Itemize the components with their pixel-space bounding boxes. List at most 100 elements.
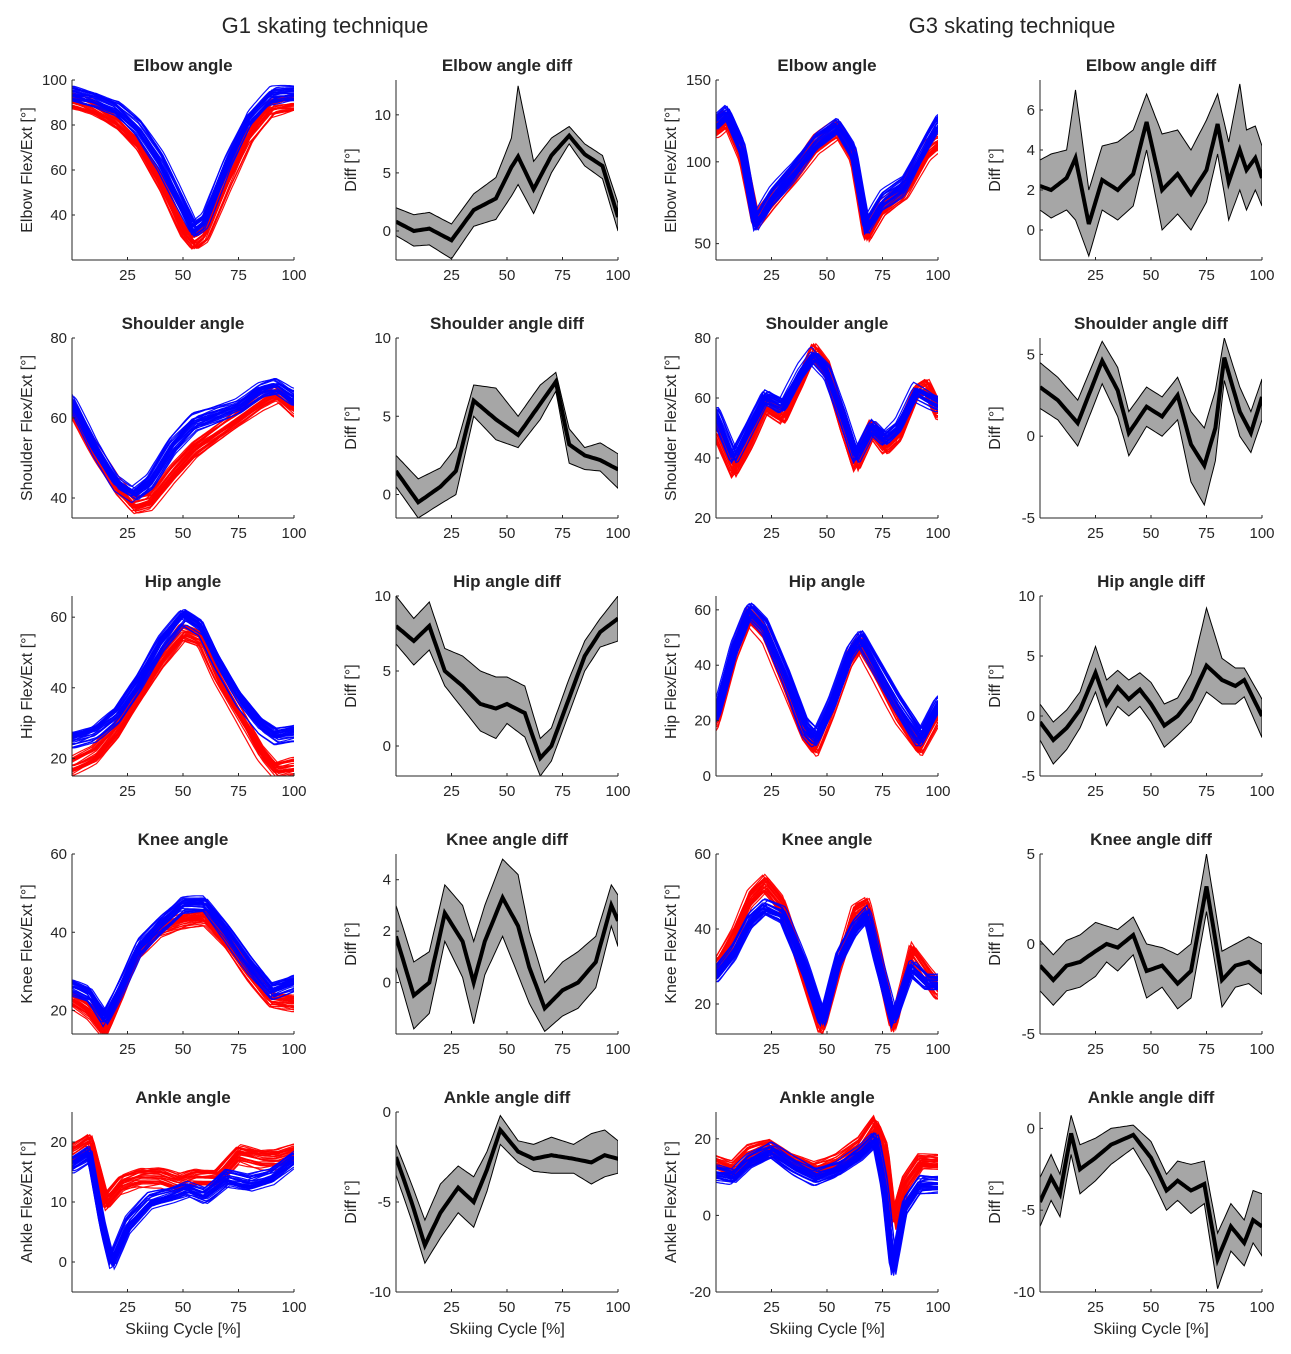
- y-tick-label: 0: [1027, 708, 1035, 725]
- panel-title: Ankle angle: [135, 1088, 230, 1107]
- y-axis-label: Hip Flex/Ext [°]: [19, 633, 36, 739]
- y-tick-label: 4: [1027, 142, 1035, 159]
- red-trial-line: [72, 393, 294, 506]
- panel-2: 25 50 75 100 0 5 10 Elbow angle diff Diff [°]: [343, 56, 631, 284]
- blue-trial-line: [716, 1145, 938, 1272]
- x-tick-label: 50: [175, 783, 192, 800]
- y-tick-label: 20: [694, 510, 711, 527]
- blue-trial-line: [716, 617, 938, 745]
- panel-title: Elbow angle diff: [1086, 56, 1217, 75]
- blue-trial-line: [72, 95, 294, 230]
- panel-title: Shoulder angle: [766, 314, 889, 333]
- x-tick-label: 25: [119, 267, 136, 284]
- y-axis-label: Shoulder Flex/Ext [°]: [663, 355, 680, 501]
- blue-trial-line: [716, 899, 938, 1011]
- y-tick-label: 60: [50, 846, 67, 863]
- y-tick-label: 5: [383, 165, 391, 182]
- red-trial-line: [72, 108, 294, 250]
- plot-area: [396, 1114, 618, 1265]
- y-tick-label: -10: [1013, 1284, 1035, 1301]
- y-tick-label: 80: [50, 330, 67, 347]
- y-tick-label: 40: [50, 490, 67, 507]
- panel-8: 25 50 75 100 -5 0 5 Shoulder angle diff Diff [°]: [987, 314, 1275, 542]
- x-tick-label: 75: [554, 1299, 571, 1316]
- blue-trial-line: [72, 615, 294, 740]
- red-trial-line: [72, 635, 294, 773]
- blue-trial-line: [72, 383, 294, 490]
- x-tick-label: 50: [1143, 1299, 1160, 1316]
- y-axis-label: Knee Flex/Ext [°]: [663, 884, 680, 1003]
- red-trial-line: [72, 639, 294, 776]
- x-tick-label: 100: [605, 783, 630, 800]
- blue-trial-line: [72, 612, 294, 737]
- y-tick-label: 40: [694, 657, 711, 674]
- x-tick-label: 25: [763, 267, 780, 284]
- y-tick-label: 60: [694, 602, 711, 619]
- panel-title: Ankle angle diff: [1088, 1088, 1215, 1107]
- x-tick-label: 25: [443, 267, 460, 284]
- panel-10: 25 50 75 100 0 5 10 Hip angle diff Diff [°]: [343, 572, 631, 800]
- blue-trial-line: [716, 604, 938, 729]
- blue-trial-line: [716, 115, 938, 233]
- x-tick-label: 100: [925, 1041, 950, 1058]
- y-tick-label: 5: [383, 408, 391, 425]
- panel-17: 25 50 75 100 0 10 20 Ankle angle Ankle Flex/Ext …: [19, 1088, 307, 1338]
- x-tick-label: 25: [1087, 525, 1104, 542]
- y-tick-label: 0: [383, 975, 391, 992]
- blue-trial-line: [716, 912, 938, 1030]
- plot-area: [396, 596, 618, 776]
- panel-title: Hip angle: [145, 572, 222, 591]
- y-tick-label: 80: [694, 330, 711, 347]
- plot-area: [716, 1114, 938, 1276]
- blue-trial-line: [716, 117, 938, 227]
- y-axis-label: Knee Flex/Ext [°]: [19, 884, 36, 1003]
- y-tick-label: 5: [1027, 648, 1035, 665]
- x-tick-label: 25: [443, 783, 460, 800]
- x-tick-label: 75: [874, 783, 891, 800]
- panel-4: 25 50 75 100 0 2 4 6 Elbow angle diff Diff [°]: [987, 56, 1275, 284]
- y-axis-label: Diff [°]: [987, 148, 1004, 191]
- blue-trial-line: [72, 905, 294, 1021]
- y-axis-label: Diff [°]: [987, 1180, 1004, 1223]
- y-tick-label: 20: [694, 996, 711, 1013]
- y-tick-label: -10: [369, 1284, 391, 1301]
- y-tick-label: 10: [1018, 588, 1035, 605]
- panel-5: 25 50 75 100 40 60 80 Shoulder angle Shoulder Fl…: [19, 314, 307, 542]
- x-tick-label: 100: [281, 1041, 306, 1058]
- x-tick-label: 50: [1143, 267, 1160, 284]
- panel-title: Knee angle diff: [1090, 830, 1212, 849]
- x-tick-label: 50: [175, 1299, 192, 1316]
- y-axis-label: Elbow Flex/Ext [°]: [663, 107, 680, 233]
- x-tick-label: 50: [819, 525, 836, 542]
- x-axis-label: Skiing Cycle [%]: [125, 1321, 241, 1338]
- y-tick-label: 10: [50, 1194, 67, 1211]
- x-tick-label: 100: [605, 1299, 630, 1316]
- x-tick-label: 25: [1087, 783, 1104, 800]
- plot-area: [396, 85, 618, 260]
- x-tick-label: 75: [874, 267, 891, 284]
- panel-title: Knee angle diff: [446, 830, 568, 849]
- panel-9: 25 50 75 100 20 40 60 Hip angle Hip Flex/Ext [°]: [19, 572, 307, 800]
- red-trial-line: [72, 1137, 294, 1195]
- panel-16: 25 50 75 100 -5 0 5 Knee angle diff Diff [°]: [987, 830, 1275, 1058]
- group-title-g3: G3 skating technique: [909, 13, 1116, 38]
- y-axis-label: Ankle Flex/Ext [°]: [663, 1141, 680, 1263]
- y-tick-label: 60: [694, 846, 711, 863]
- sd-band: [396, 1114, 618, 1265]
- plot-area: [1040, 338, 1262, 507]
- x-tick-label: 75: [230, 1041, 247, 1058]
- mean-line: [1040, 356, 1262, 471]
- plot-area: [72, 378, 294, 515]
- x-tick-label: 75: [1198, 267, 1215, 284]
- y-tick-label: 6: [1027, 102, 1035, 119]
- x-tick-label: 25: [119, 1041, 136, 1058]
- mean-line: [396, 376, 618, 506]
- sd-band: [1040, 338, 1262, 507]
- x-tick-label: 75: [230, 267, 247, 284]
- y-tick-label: 0: [383, 738, 391, 755]
- plot-area: [716, 602, 938, 757]
- x-tick-label: 50: [175, 1041, 192, 1058]
- x-tick-label: 25: [119, 525, 136, 542]
- x-tick-label: 25: [443, 1041, 460, 1058]
